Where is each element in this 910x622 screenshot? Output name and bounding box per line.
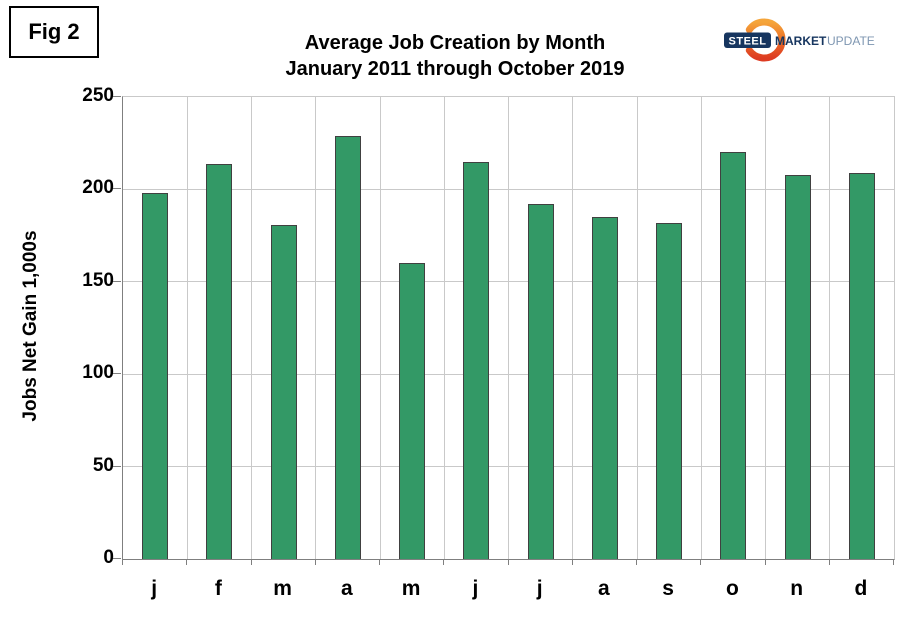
gridline-vertical — [379, 97, 381, 559]
x-tick-label: j — [151, 577, 158, 600]
bar — [334, 136, 361, 559]
x-tick-mark — [571, 559, 573, 565]
chart-subtitle: January 2011 through October 2019 — [285, 58, 625, 80]
bar — [591, 217, 618, 559]
x-tick-label: o — [725, 577, 739, 600]
bar — [720, 152, 747, 559]
y-tick-mark — [113, 280, 121, 282]
y-tick-label: 250 — [82, 85, 114, 106]
x-tick-mark — [186, 559, 188, 565]
y-tick-mark — [113, 188, 121, 190]
figure-label: Fig 2 — [28, 19, 80, 44]
y-tick-label: 50 — [92, 454, 114, 476]
bar — [142, 193, 169, 559]
y-tick-mark — [113, 465, 121, 467]
figure-label-box: Fig 2 — [9, 6, 99, 58]
bar — [784, 175, 811, 559]
chart-title: Average Job Creation by Month — [304, 32, 606, 54]
plot-area — [122, 96, 895, 560]
gridline-vertical — [186, 97, 188, 559]
x-tick-mark — [314, 559, 316, 565]
x-tick-mark — [764, 559, 766, 565]
bar — [848, 173, 875, 559]
x-tick-mark — [828, 559, 830, 565]
x-tick-label: m — [273, 577, 292, 600]
gridline-vertical — [700, 97, 702, 559]
bar — [270, 225, 297, 559]
x-tick-mark — [893, 559, 894, 565]
x-tick-label: j — [472, 577, 479, 600]
x-tick-mark — [122, 559, 123, 565]
chart-title-block: Average Job Creation by Month January 20… — [0, 30, 910, 82]
x-tick-label: j — [536, 577, 543, 600]
x-tick-label: d — [854, 577, 868, 600]
y-tick-label: 150 — [82, 269, 114, 291]
y-tick-mark — [113, 558, 121, 559]
y-tick-mark — [113, 96, 121, 97]
y-tick-label: 100 — [82, 362, 114, 384]
steel-market-update-logo: STEEL MARKET UPDATE — [722, 16, 877, 69]
y-tick-label: 0 — [103, 547, 114, 568]
x-tick-label: a — [598, 577, 610, 600]
gridline-vertical — [508, 97, 509, 559]
x-tick-mark — [379, 559, 380, 565]
logo-text-market: MARKET — [775, 34, 827, 48]
bar — [206, 164, 233, 559]
gridline-vertical — [572, 97, 574, 559]
x-tick-mark — [507, 559, 509, 565]
logo-text-update: UPDATE — [827, 34, 875, 48]
gridline-vertical — [829, 97, 831, 559]
x-tick-mark — [443, 559, 445, 565]
logo-graphic: STEEL MARKET UPDATE — [724, 18, 875, 62]
logo-crescent-icon — [745, 18, 786, 62]
bar — [656, 223, 683, 559]
bar — [399, 263, 426, 559]
y-tick-label: 200 — [82, 177, 114, 199]
logo-text-steel: STEEL — [729, 36, 767, 48]
x-tick-label: s — [662, 577, 674, 600]
gridline-vertical — [315, 97, 317, 559]
x-tick-mark — [250, 559, 252, 565]
x-tick-label: m — [401, 577, 421, 600]
x-tick-label: n — [790, 577, 804, 600]
gridline-vertical — [443, 97, 445, 559]
x-tick-mark — [700, 559, 702, 565]
gridline-vertical — [251, 97, 252, 559]
logo-steel-badge — [724, 32, 771, 48]
x-tick-label: a — [341, 577, 353, 600]
y-tick-mark — [113, 373, 121, 375]
gridline-vertical — [636, 97, 638, 559]
gridline-vertical — [765, 97, 766, 559]
bar — [463, 162, 490, 559]
y-axis-title: Jobs Net Gain 1,000s — [20, 230, 41, 422]
bar — [527, 204, 554, 559]
x-tick-mark — [636, 559, 637, 565]
x-tick-label: f — [214, 577, 222, 600]
